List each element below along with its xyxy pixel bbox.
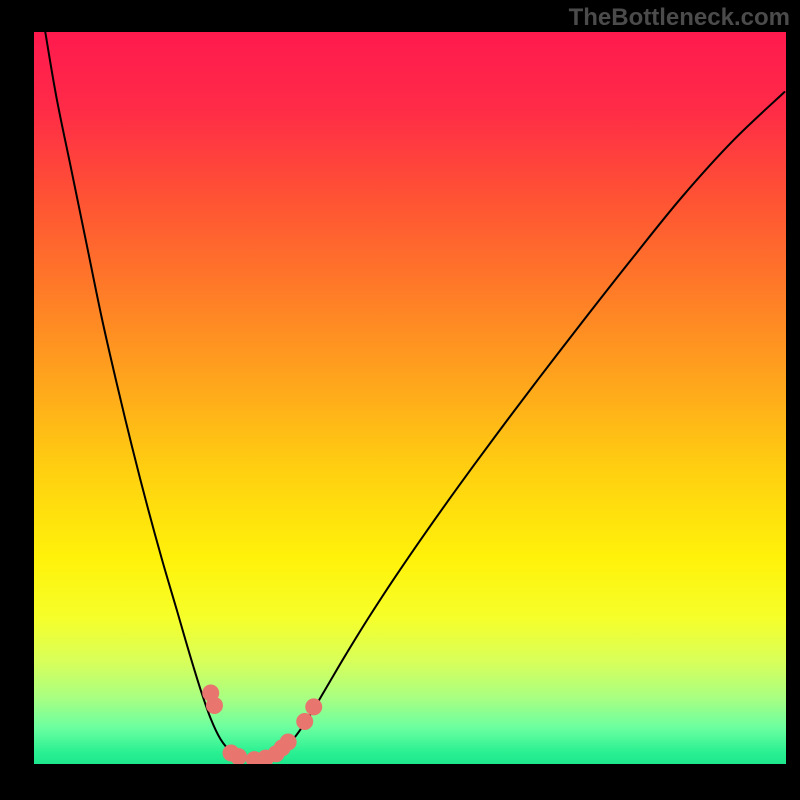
bottleneck-chart-svg <box>34 32 786 764</box>
plot-area <box>34 32 786 764</box>
curve-marker <box>231 749 247 764</box>
watermark-text: TheBottleneck.com <box>569 4 790 32</box>
curve-marker <box>306 699 322 715</box>
curve-marker <box>206 697 222 713</box>
chart-frame: TheBottleneck.com <box>0 0 800 800</box>
gradient-background <box>34 32 786 764</box>
curve-marker <box>297 714 313 730</box>
curve-marker <box>280 734 296 750</box>
